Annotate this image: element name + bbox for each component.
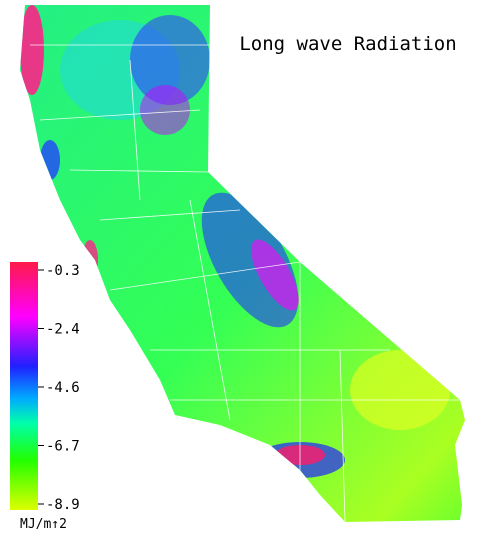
scale-tick-label: -4.6	[46, 380, 80, 396]
scale-tick-label: -2.4	[46, 322, 80, 338]
scale-tick-label: -8.9	[46, 497, 80, 513]
scale-tick-label: -0.3	[46, 263, 80, 279]
scale-tick-label: -6.7	[46, 439, 80, 455]
color-scale	[10, 262, 38, 510]
scale-unit: MJ/m↑2	[20, 517, 67, 532]
map-title: Long wave Radiation	[239, 33, 456, 55]
